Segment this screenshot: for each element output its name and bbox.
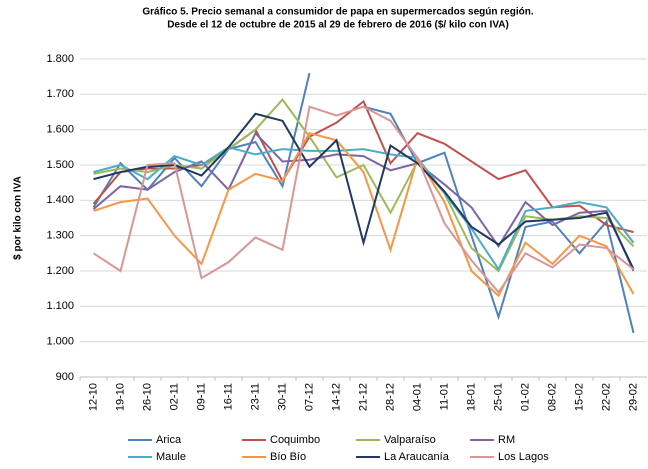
x-tick-label: 28-12 bbox=[384, 383, 396, 411]
series-line bbox=[93, 112, 635, 270]
legend-label: Los Lagos bbox=[498, 451, 549, 463]
legend-label: Valparaíso bbox=[384, 434, 436, 446]
y-tick-label: 1.800 bbox=[46, 53, 74, 65]
x-tick-label: 25-01 bbox=[492, 383, 504, 411]
x-tick-label: 15-02 bbox=[573, 383, 585, 411]
x-tick-label: 21-12 bbox=[357, 383, 369, 411]
x-tick-label: 14-12 bbox=[330, 383, 342, 411]
legend-label: La Araucanía bbox=[384, 451, 450, 463]
x-tick-label: 02-11 bbox=[168, 383, 180, 410]
y-tick-label: 1.300 bbox=[46, 230, 74, 242]
y-tick-label: 1.600 bbox=[46, 124, 74, 136]
y-tick-label: 1.200 bbox=[46, 265, 74, 277]
y-tick-label: 1.700 bbox=[46, 88, 74, 100]
x-tick-label: 16-11 bbox=[222, 383, 234, 410]
x-tick-label: 01-02 bbox=[519, 383, 531, 411]
y-tick-label: 1.500 bbox=[46, 159, 74, 171]
x-tick-label: 04-01 bbox=[411, 383, 423, 411]
legend-label: RM bbox=[498, 434, 515, 446]
x-tick-label: 18-01 bbox=[465, 383, 477, 411]
series-line bbox=[92, 131, 635, 272]
x-tick-label: 23-11 bbox=[249, 383, 261, 410]
y-tick-label: 900 bbox=[56, 371, 74, 383]
legend-label: Bío Bío bbox=[270, 451, 306, 463]
y-tick-label: 1.000 bbox=[46, 336, 74, 348]
legend-label: Coquimbo bbox=[270, 434, 320, 446]
series-line bbox=[92, 99, 634, 234]
x-tick-label: 26-10 bbox=[141, 383, 153, 411]
chart-subtitle: Desde el 12 de octubre de 2015 al 29 de … bbox=[167, 20, 509, 31]
x-tick-label: 19-10 bbox=[114, 383, 126, 411]
y-tick-label: 1.100 bbox=[46, 300, 74, 312]
series-line bbox=[93, 132, 635, 298]
x-tick-label: 30-11 bbox=[276, 383, 288, 410]
series-line bbox=[93, 146, 635, 272]
x-tick-label: 22-02 bbox=[600, 383, 612, 411]
x-tick-label: 07-12 bbox=[303, 383, 315, 411]
y-axis-label: $ por kilo con IVA bbox=[13, 176, 24, 260]
series-line bbox=[92, 105, 635, 294]
x-tick-label: 12-10 bbox=[87, 383, 99, 411]
legend-label: Maule bbox=[156, 451, 186, 463]
legend-label: Arica bbox=[156, 434, 182, 446]
chart-title: Gráfico 5. Precio semanal a consumidor d… bbox=[142, 7, 533, 18]
x-tick-label: 09-11 bbox=[195, 383, 207, 410]
x-tick-label: 08-02 bbox=[546, 383, 558, 411]
y-tick-label: 1.400 bbox=[46, 194, 74, 206]
x-tick-label: 29-02 bbox=[627, 383, 639, 411]
x-tick-label: 11-01 bbox=[438, 383, 450, 410]
series-line bbox=[92, 72, 311, 208]
